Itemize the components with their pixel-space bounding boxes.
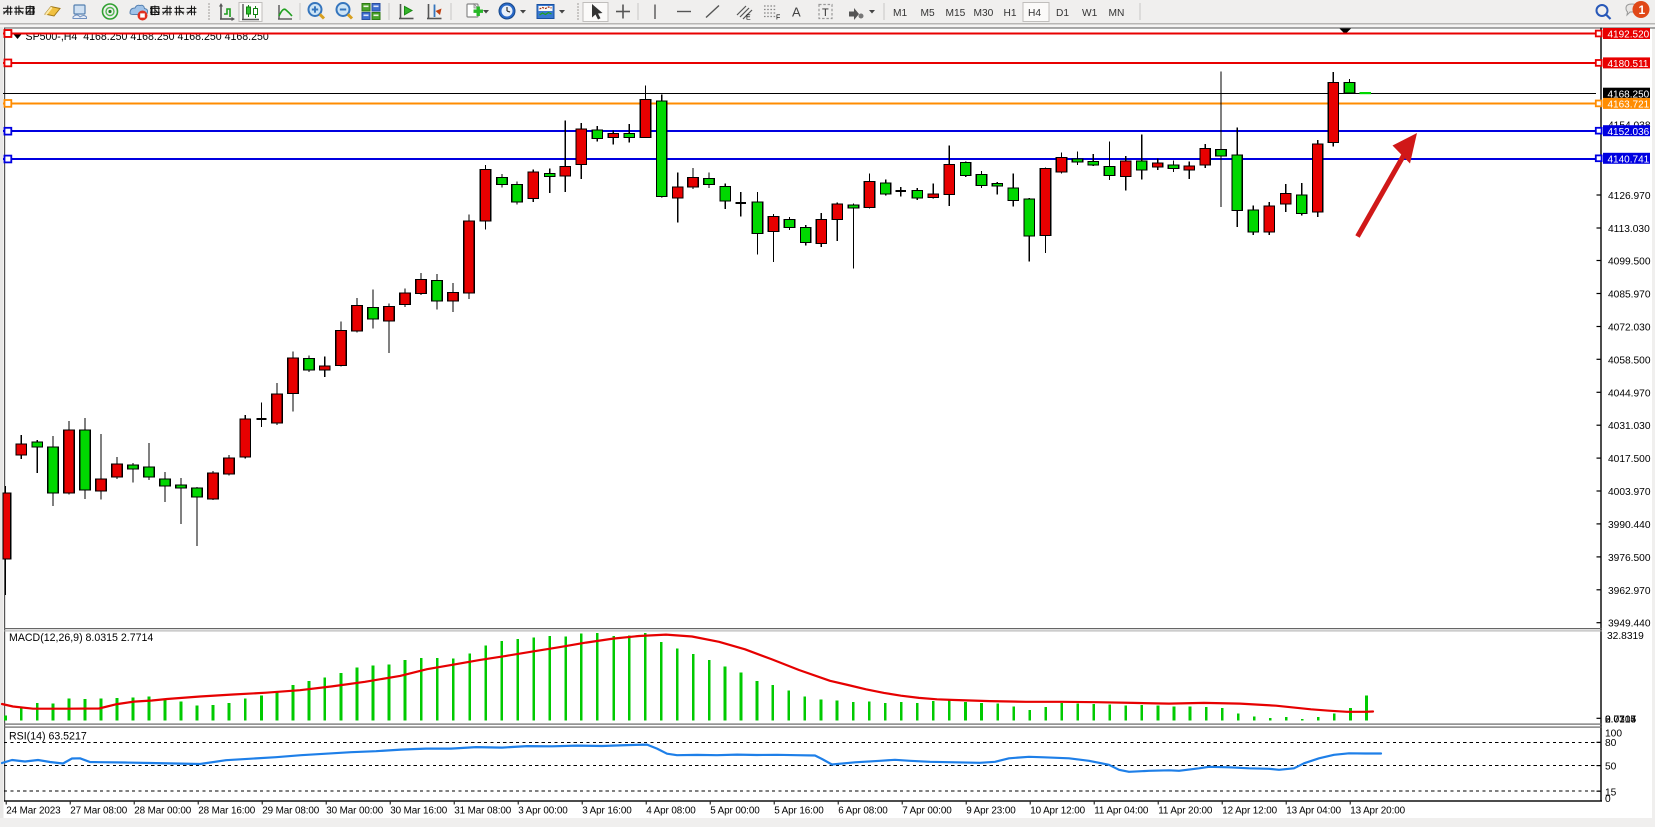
svg-text:4003.970: 4003.970 xyxy=(1608,487,1651,498)
svg-text:4058.500: 4058.500 xyxy=(1608,355,1651,366)
svg-text:80: 80 xyxy=(1605,738,1617,749)
svg-text:4163.721: 4163.721 xyxy=(1608,100,1650,111)
svg-text:5 Apr 00:00: 5 Apr 00:00 xyxy=(710,806,760,817)
svg-text:3 Apr 16:00: 3 Apr 16:00 xyxy=(582,806,632,817)
svg-text:2.7714: 2.7714 xyxy=(1605,714,1636,725)
svg-text:4180.511: 4180.511 xyxy=(1608,59,1649,70)
svg-text:M5: M5 xyxy=(921,8,935,19)
svg-text:6 Apr 08:00: 6 Apr 08:00 xyxy=(838,806,888,817)
svg-text:4044.970: 4044.970 xyxy=(1608,388,1651,399)
svg-text:4 Apr 08:00: 4 Apr 08:00 xyxy=(646,806,696,817)
svg-text:4168.250: 4168.250 xyxy=(1608,89,1650,100)
svg-text:27 Mar 08:00: 27 Mar 08:00 xyxy=(70,806,128,817)
svg-text:4126.970: 4126.970 xyxy=(1608,191,1651,202)
svg-text:9 Apr 23:00: 9 Apr 23:00 xyxy=(966,806,1016,817)
svg-text:T: T xyxy=(822,7,829,19)
svg-text:4152.036: 4152.036 xyxy=(1608,127,1650,138)
svg-text:0: 0 xyxy=(1605,794,1611,805)
svg-text:5 Apr 16:00: 5 Apr 16:00 xyxy=(774,806,824,817)
svg-text:M15: M15 xyxy=(946,8,966,19)
svg-text:MN: MN xyxy=(1109,8,1125,19)
svg-text:D1: D1 xyxy=(1056,8,1069,19)
svg-text:12 Apr 12:00: 12 Apr 12:00 xyxy=(1222,806,1277,817)
svg-text:13 Apr 04:00: 13 Apr 04:00 xyxy=(1286,806,1341,817)
svg-text:31 Mar 08:00: 31 Mar 08:00 xyxy=(454,806,512,817)
svg-text:24 Mar 2023: 24 Mar 2023 xyxy=(6,806,61,817)
svg-text:13 Apr 20:00: 13 Apr 20:00 xyxy=(1350,806,1405,817)
svg-text:RSI(14) 63.5217: RSI(14) 63.5217 xyxy=(9,731,87,743)
svg-text:3962.970: 3962.970 xyxy=(1608,586,1651,597)
svg-text:A: A xyxy=(792,5,801,20)
svg-text:M1: M1 xyxy=(893,8,907,19)
svg-text:29 Mar 08:00: 29 Mar 08:00 xyxy=(262,806,320,817)
svg-text:E: E xyxy=(746,15,751,22)
svg-text:4031.030: 4031.030 xyxy=(1608,421,1651,432)
svg-text:11 Apr 04:00: 11 Apr 04:00 xyxy=(1094,806,1149,817)
svg-text:F: F xyxy=(776,15,780,22)
svg-text:H1: H1 xyxy=(1004,8,1017,19)
svg-text:28 Mar 16:00: 28 Mar 16:00 xyxy=(198,806,256,817)
svg-text:11 Apr 20:00: 11 Apr 20:00 xyxy=(1158,806,1213,817)
svg-text:30 Mar 00:00: 30 Mar 00:00 xyxy=(326,806,384,817)
svg-text:10 Apr 12:00: 10 Apr 12:00 xyxy=(1030,806,1085,817)
svg-text:W1: W1 xyxy=(1082,8,1098,19)
svg-text:4099.500: 4099.500 xyxy=(1608,257,1651,268)
svg-text:4140.741: 4140.741 xyxy=(1608,155,1650,166)
svg-text:M30: M30 xyxy=(974,8,994,19)
svg-text:7 Apr 00:00: 7 Apr 00:00 xyxy=(902,806,952,817)
svg-text:3976.500: 3976.500 xyxy=(1608,553,1651,564)
svg-text:4017.500: 4017.500 xyxy=(1608,454,1651,465)
svg-text:8.0315: 8.0315 xyxy=(1605,714,1636,725)
svg-text:MACD(12,26,9) 8.0315 2.7714: MACD(12,26,9) 8.0315 2.7714 xyxy=(9,632,153,644)
svg-text:4113.030: 4113.030 xyxy=(1608,224,1650,235)
svg-text:15: 15 xyxy=(1605,788,1617,799)
svg-text:3990.440: 3990.440 xyxy=(1608,520,1651,531)
svg-text:H4: H4 xyxy=(1028,8,1041,19)
svg-text:100: 100 xyxy=(1605,729,1622,740)
svg-text:30 Mar 16:00: 30 Mar 16:00 xyxy=(390,806,448,817)
svg-text:4192.520: 4192.520 xyxy=(1608,30,1650,41)
svg-text:32.8319: 32.8319 xyxy=(1607,631,1644,642)
svg-text:1: 1 xyxy=(1639,3,1646,17)
svg-text:3 Apr 00:00: 3 Apr 00:00 xyxy=(518,806,568,817)
svg-text:4085.970: 4085.970 xyxy=(1608,290,1651,301)
svg-text:28 Mar 00:00: 28 Mar 00:00 xyxy=(134,806,192,817)
svg-text:50: 50 xyxy=(1605,761,1617,772)
svg-text:3949.440: 3949.440 xyxy=(1608,619,1651,630)
svg-text:4072.030: 4072.030 xyxy=(1608,323,1651,334)
svg-text:0.0107: 0.0107 xyxy=(1605,714,1636,725)
